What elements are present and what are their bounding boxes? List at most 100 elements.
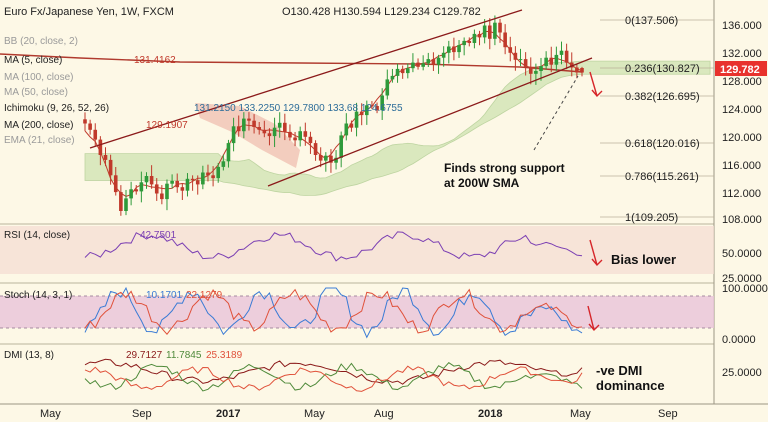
candle-body bbox=[462, 40, 466, 46]
time-tick: May bbox=[40, 408, 61, 420]
candle-body bbox=[534, 71, 538, 74]
price-tick: 108.000 bbox=[722, 214, 762, 226]
candle-body bbox=[370, 105, 374, 107]
candle-body bbox=[124, 198, 128, 211]
candle-body bbox=[108, 159, 113, 176]
overlay-ichimoku-label[interactable]: Ichimoku (9, 26, 52, 26) bbox=[4, 103, 109, 114]
price-arrow-shaft bbox=[589, 71, 598, 97]
candle-body bbox=[303, 131, 308, 137]
candle-body bbox=[201, 172, 205, 185]
candle-body bbox=[318, 155, 323, 161]
dmi-annotation-line2: dominance bbox=[596, 378, 665, 393]
fib-levels: 0(137.506) 0.236(130.827) 0.382(126.695)… bbox=[625, 15, 700, 224]
candle-body bbox=[160, 193, 164, 200]
dmi-plus-line bbox=[84, 362, 583, 392]
candle-body bbox=[375, 106, 379, 111]
candle-body bbox=[298, 131, 302, 141]
indicator-series bbox=[84, 231, 583, 392]
overlay-bb-label[interactable]: BB (20, close, 2) bbox=[4, 36, 78, 47]
drawings bbox=[89, 9, 714, 332]
candle-body bbox=[119, 192, 123, 211]
candle-body bbox=[93, 129, 98, 140]
annotations: Finds strong support at 200W SMA Bias lo… bbox=[444, 161, 676, 393]
ichimoku-cloud bbox=[84, 60, 711, 196]
time-axis[interactable]: May Sep 2017 May Aug 2018 May Sep bbox=[40, 408, 678, 420]
candle-body bbox=[482, 25, 487, 38]
overlay-ma200-value: 129.1907 bbox=[146, 120, 188, 131]
dmi-tick: 25.0000 bbox=[722, 367, 762, 379]
candle-body bbox=[88, 123, 92, 130]
rsi-tick: 25.0000 bbox=[722, 273, 762, 285]
candle-body bbox=[528, 66, 533, 74]
rsi-band bbox=[0, 226, 714, 274]
rsi-annotation: Bias lower bbox=[611, 252, 676, 267]
dmi-adx-value: 29.7127 bbox=[126, 350, 163, 361]
candle-body bbox=[498, 22, 502, 33]
stoch-d-line bbox=[84, 288, 583, 335]
ohlc-readout: O130.428 H130.594 L129.234 C129.782 bbox=[282, 6, 481, 18]
candle-body bbox=[508, 47, 513, 53]
candle-body bbox=[539, 66, 543, 71]
candle-body bbox=[329, 155, 333, 163]
indicator-legends[interactable]: RSI (14, close) 42.7501 Stoch (14, 3, 1)… bbox=[4, 230, 243, 361]
rsi-arrow-head bbox=[591, 258, 603, 267]
candle-body bbox=[416, 62, 420, 67]
candle-body bbox=[175, 180, 180, 188]
stoch-label[interactable]: Stoch (14, 3, 1) bbox=[4, 290, 72, 301]
overlay-ma100-label[interactable]: MA (100, close) bbox=[4, 72, 73, 83]
candle-body bbox=[359, 111, 364, 116]
overlay-ichimoku-values: 131.2150 133.2250 129.7800 133.68 124.67… bbox=[194, 103, 403, 114]
fib-label-0382: 0.382(126.695) bbox=[625, 91, 700, 103]
dmi-adx-line bbox=[84, 358, 583, 385]
candle-body bbox=[313, 143, 318, 155]
chart-header: Euro Fx/Japanese Yen, 1W, FXCM O130.428 … bbox=[4, 6, 481, 18]
stoch-d-value: 22.1279 bbox=[186, 290, 223, 301]
rsi-label[interactable]: RSI (14, close) bbox=[4, 230, 70, 241]
ma200-line bbox=[0, 53, 583, 73]
candle-body bbox=[400, 68, 405, 74]
candle-body bbox=[380, 95, 384, 111]
overlay-ma5-value: 131.4162 bbox=[134, 55, 176, 66]
fib-label-0618: 0.618(120.016) bbox=[625, 138, 700, 150]
time-tick: 2017 bbox=[216, 408, 240, 420]
candle-body bbox=[395, 68, 400, 76]
time-tick: May bbox=[570, 408, 591, 420]
time-tick: 2018 bbox=[478, 408, 502, 420]
overlay-ma200-label[interactable]: MA (200, close) bbox=[4, 120, 73, 131]
candle-body bbox=[564, 50, 569, 63]
candle-body bbox=[165, 183, 169, 200]
fib-label-0786: 0.786(115.261) bbox=[625, 171, 699, 183]
candle-body bbox=[390, 75, 395, 80]
candle-body bbox=[139, 182, 144, 192]
rsi-line bbox=[84, 231, 583, 262]
time-tick: Aug bbox=[374, 408, 394, 420]
overlay-legend[interactable]: BB (20, close, 2) MA (5, close) 131.4162… bbox=[4, 36, 403, 146]
candle-body bbox=[288, 131, 292, 138]
candle-body bbox=[411, 62, 415, 69]
candle-body bbox=[277, 122, 282, 128]
candle-body bbox=[247, 118, 251, 121]
ichimoku-cloud-area bbox=[84, 60, 711, 196]
dmi-label[interactable]: DMI (13, 8) bbox=[4, 350, 54, 361]
overlay-ema21-label[interactable]: EMA (21, close) bbox=[4, 135, 75, 146]
candle-body bbox=[365, 105, 369, 116]
candle-body bbox=[267, 133, 272, 137]
candle-body bbox=[257, 127, 262, 130]
candle-body bbox=[113, 175, 118, 193]
candle-body bbox=[385, 79, 390, 96]
candle-body bbox=[242, 118, 246, 132]
channel-lower-line bbox=[267, 57, 593, 187]
candle-body bbox=[154, 184, 159, 194]
time-tick: Sep bbox=[132, 408, 152, 420]
candle-body bbox=[262, 129, 267, 134]
candle-body bbox=[452, 46, 456, 53]
candle-body bbox=[149, 176, 154, 185]
overlay-ma50-label[interactable]: MA (50, close) bbox=[4, 87, 68, 98]
candle-body bbox=[431, 59, 436, 65]
candle-body bbox=[344, 123, 349, 136]
price-axis[interactable]: 136.000 132.000 128.000 124.000 120.000 … bbox=[715, 20, 768, 379]
fib-label-0: 0(137.506) bbox=[625, 15, 678, 27]
candle-body bbox=[426, 59, 431, 64]
overlay-ma5-label[interactable]: MA (5, close) bbox=[4, 55, 62, 66]
